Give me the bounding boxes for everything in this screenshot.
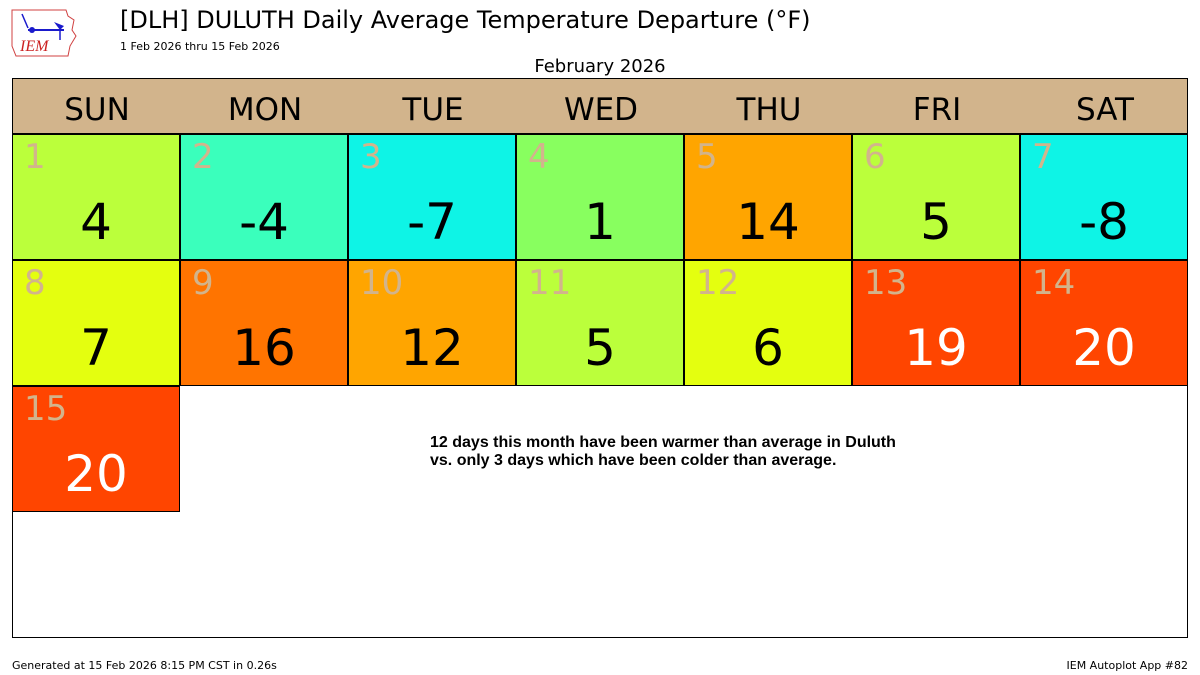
day-number: 10: [360, 263, 404, 303]
departure-value: 20: [64, 445, 128, 503]
day-number: 5: [696, 137, 718, 177]
departure-value: 7: [80, 319, 112, 377]
month-label: February 2026: [534, 56, 666, 77]
weekday-sat: SAT: [1076, 92, 1134, 128]
day-number: 8: [24, 263, 46, 303]
calendar-day-cell: 15 20: [12, 386, 180, 512]
departure-value: 1: [584, 193, 616, 251]
weekday-fri: FRI: [912, 92, 962, 128]
departure-value: 4: [80, 193, 112, 251]
departure-value: -8: [1079, 193, 1129, 251]
departure-value: 12: [400, 319, 464, 377]
departure-value: 5: [584, 319, 616, 377]
departure-value: -4: [239, 193, 289, 251]
iem-logo: IEM: [11, 9, 77, 57]
weekday-wed: WED: [563, 92, 639, 128]
calendar-day-cell: 14 20: [1020, 260, 1188, 386]
day-number: 4: [528, 137, 550, 177]
calendar-day-cell: 12 6: [684, 260, 852, 386]
generated-timestamp: Generated at 15 Feb 2026 8:15 PM CST in …: [12, 659, 277, 672]
departure-value: 5: [920, 193, 952, 251]
day-number: 9: [192, 263, 214, 303]
summary-line-1: 12 days this month have been warmer than…: [430, 434, 896, 451]
weekday-header: SUN MON TUE WED THU FRI SAT: [12, 78, 1188, 134]
day-number: 1: [24, 137, 46, 177]
departure-value: 14: [736, 193, 800, 251]
calendar-day-cell: 9 16: [180, 260, 348, 386]
summary-note: 12 days this month have been warmer than…: [430, 434, 896, 470]
calendar-day-cell: 13 19: [852, 260, 1020, 386]
calendar-day-cell: 7 -8: [1020, 134, 1188, 260]
departure-value: 20: [1072, 319, 1136, 377]
calendar-day-cell: 2 -4: [180, 134, 348, 260]
calendar-day-cell: 10 12: [348, 260, 516, 386]
departure-value: 19: [904, 319, 968, 377]
weekday-tue: TUE: [402, 92, 464, 128]
summary-line-2: vs. only 3 days which have been colder t…: [430, 452, 837, 469]
day-number: 14: [1032, 263, 1076, 303]
departure-value: 6: [752, 319, 784, 377]
day-number: 11: [528, 263, 572, 303]
day-number: 2: [192, 137, 214, 177]
weekday-thu: THU: [736, 92, 802, 128]
app-credit: IEM Autoplot App #82: [1066, 659, 1189, 672]
calendar-day-cell: 5 14: [684, 134, 852, 260]
calendar-day-cell: 11 5: [516, 260, 684, 386]
weekday-sun: SUN: [64, 92, 130, 128]
day-number: 15: [24, 389, 68, 429]
day-number: 3: [360, 137, 382, 177]
chart-title: [DLH] DULUTH Daily Average Temperature D…: [120, 6, 811, 34]
departure-value: -7: [407, 193, 457, 251]
day-number: 13: [864, 263, 908, 303]
calendar-day-cell: 3 -7: [348, 134, 516, 260]
date-range: 1 Feb 2026 thru 15 Feb 2026: [120, 40, 280, 53]
svg-text:IEM: IEM: [19, 38, 50, 55]
day-number: 7: [1032, 137, 1054, 177]
departure-value: 16: [232, 319, 296, 377]
weekday-mon: MON: [227, 92, 303, 128]
day-number: 12: [696, 263, 740, 303]
day-number: 6: [864, 137, 886, 177]
